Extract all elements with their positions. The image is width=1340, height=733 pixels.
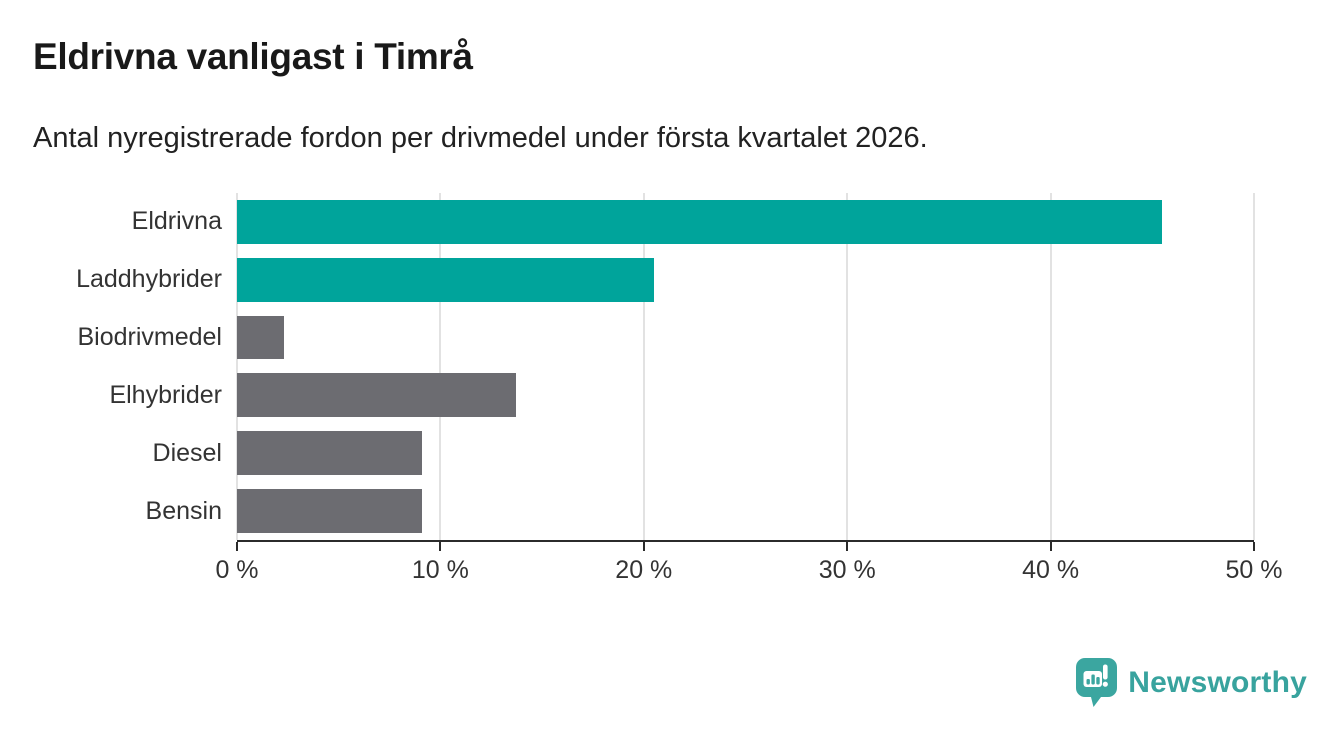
- gridline: [1049, 193, 1052, 540]
- axis-tick-label: 40 %: [1022, 556, 1080, 584]
- bar: [237, 257, 654, 302]
- category-label: Laddhybrider: [76, 265, 222, 294]
- bar: [237, 489, 423, 533]
- axis-tick: [236, 542, 238, 551]
- gridline: [439, 193, 442, 540]
- axis-tick: [642, 542, 645, 551]
- newsworthy-logo-text: Newsworthy: [1128, 665, 1307, 699]
- gridline: [846, 193, 849, 540]
- axis-tick-label: 10 %: [411, 556, 469, 584]
- category-label: Eldrivna: [131, 207, 222, 236]
- bar: [237, 315, 284, 360]
- page-title: Eldrivna vanligast i Timrå: [33, 36, 473, 77]
- bar-row: [237, 424, 1254, 482]
- bar-row: [237, 482, 1254, 540]
- bars-container: [237, 193, 1254, 540]
- category-label: Diesel: [152, 438, 222, 467]
- axis-tick-label: 50 %: [1225, 556, 1283, 584]
- axis-tick: [439, 542, 442, 551]
- gridline: [642, 193, 645, 540]
- bar-row: [237, 309, 1254, 367]
- bar-row: [237, 366, 1254, 424]
- axis-tick: [1049, 542, 1052, 551]
- bar: [237, 373, 516, 418]
- newsworthy-logo: Newsworthy: [1076, 658, 1307, 707]
- axis-tick: [1253, 542, 1255, 551]
- bar: [237, 200, 1163, 244]
- axis-tick: [846, 542, 849, 551]
- plot-area: 0 % 10 % 20 % 30 % 40 % 50 %: [215, 193, 1282, 584]
- bar: [237, 431, 423, 476]
- axis-tick-label: 30 %: [818, 556, 876, 584]
- bar-chart: Eldrivna Laddhybrider Biodrivmedel Elhybrid…: [0, 193, 1340, 593]
- category-label: Bensin: [145, 496, 222, 525]
- category-label: Biodrivmedel: [77, 323, 222, 352]
- gridline: [236, 193, 238, 540]
- category-label: Elhybrider: [109, 380, 222, 409]
- gridline: [1253, 193, 1255, 540]
- axis-tick-label: 20 %: [615, 556, 673, 584]
- axis-tick-label: 0 %: [215, 556, 259, 584]
- bar-row: [237, 193, 1254, 251]
- category-axis: Eldrivna Laddhybrider Biodrivmedel Elhybrid…: [0, 193, 222, 540]
- chart-subtitle: Antal nyregistrerade fordon per drivmede…: [33, 122, 928, 154]
- bar-row: [237, 251, 1254, 309]
- newsworthy-logo-icon: [1076, 658, 1118, 707]
